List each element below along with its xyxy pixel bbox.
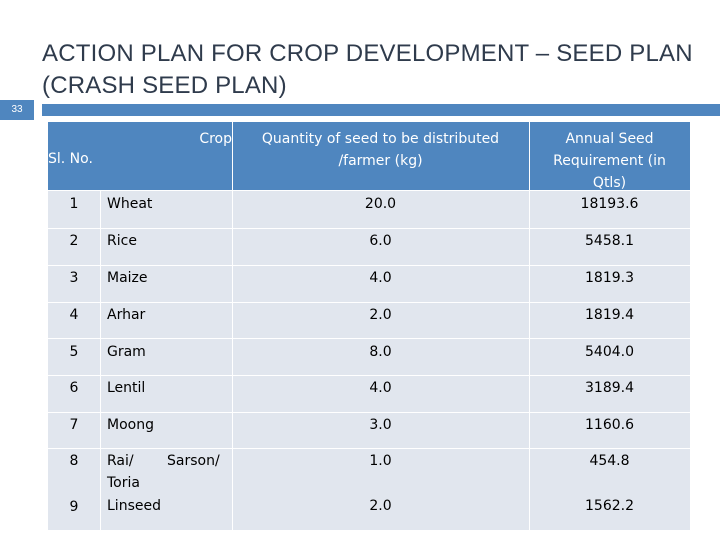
row-7-qty: 3.0 — [232, 417, 529, 433]
row-4-annual: 1819.4 — [529, 307, 690, 323]
row-5-sl: 5 — [48, 344, 100, 360]
row-4-sl: 4 — [48, 307, 100, 323]
row-1-crop: Wheat — [107, 196, 152, 212]
row-8-annual: 454.8 — [529, 453, 690, 469]
row-8-qty: 1.0 — [232, 453, 529, 469]
row-1-qty: 20.0 — [232, 196, 529, 212]
row-1-sl: 1 — [48, 196, 100, 212]
row-7-crop: Moong — [107, 417, 154, 433]
row-6-sl: 6 — [48, 380, 100, 396]
header-sl-no: Sl. No. — [48, 148, 100, 170]
row-7-sl: 7 — [48, 417, 100, 433]
row-9-crop: Linseed — [107, 498, 161, 514]
row-8-crop-part-2: Sarson/ — [167, 453, 220, 469]
row-5-crop: Gram — [107, 344, 146, 360]
row-2-crop: Rice — [107, 233, 137, 249]
header-annual-line-2: Requirement (in — [529, 150, 690, 172]
slide-title: ACTION PLAN FOR CROP DEVELOPMENT – SEED … — [42, 38, 702, 102]
header-annual-requirement: Annual Seed Requirement (in Qtls) — [529, 128, 690, 194]
row-3-qty: 4.0 — [232, 270, 529, 286]
row-3-annual: 1819.3 — [529, 270, 690, 286]
slide-title-line-1: ACTION PLAN FOR CROP DEVELOPMENT – SEED … — [42, 38, 702, 70]
header-annual-line-3: Qtls) — [529, 172, 690, 194]
row-4-qty: 2.0 — [232, 307, 529, 323]
slide-title-line-2: (CRASH SEED PLAN) — [42, 70, 702, 102]
row-8-crop-part-1: Rai/ — [107, 453, 134, 469]
row-6-annual: 3189.4 — [529, 380, 690, 396]
row-7-annual: 1160.6 — [529, 417, 690, 433]
row-4-crop: Arhar — [107, 307, 145, 323]
header-quantity: Quantity of seed to be distributed /farm… — [232, 128, 529, 172]
accent-bar — [42, 104, 720, 116]
header-crop: Crop — [100, 128, 232, 150]
header-quantity-line-1: Quantity of seed to be distributed — [232, 128, 529, 150]
row-2-sl: 2 — [48, 233, 100, 249]
row-9-annual: 1562.2 — [529, 498, 690, 514]
row-2-annual: 5458.1 — [529, 233, 690, 249]
row-6-qty: 4.0 — [232, 380, 529, 396]
header-quantity-line-2: /farmer (kg) — [232, 150, 529, 172]
row-5-qty: 8.0 — [232, 344, 529, 360]
row-5-annual: 5404.0 — [529, 344, 690, 360]
header-annual-line-1: Annual Seed — [529, 128, 690, 150]
seed-plan-table: Sl. No. Crop Quantity of seed to be dist… — [48, 122, 690, 530]
slide-header-bar: 33 — [0, 100, 720, 120]
row-1-annual: 18193.6 — [529, 196, 690, 212]
row-9-sl: 9 — [48, 499, 100, 515]
row-6-crop: Lentil — [107, 380, 145, 396]
row-3-sl: 3 — [48, 270, 100, 286]
row-2-qty: 6.0 — [232, 233, 529, 249]
row-3-crop: Maize — [107, 270, 148, 286]
row-8-sl: 8 — [48, 453, 100, 469]
row-9-qty: 2.0 — [232, 498, 529, 514]
slide-number: 33 — [0, 100, 34, 120]
row-8-crop-part-3: Toria — [107, 475, 140, 491]
